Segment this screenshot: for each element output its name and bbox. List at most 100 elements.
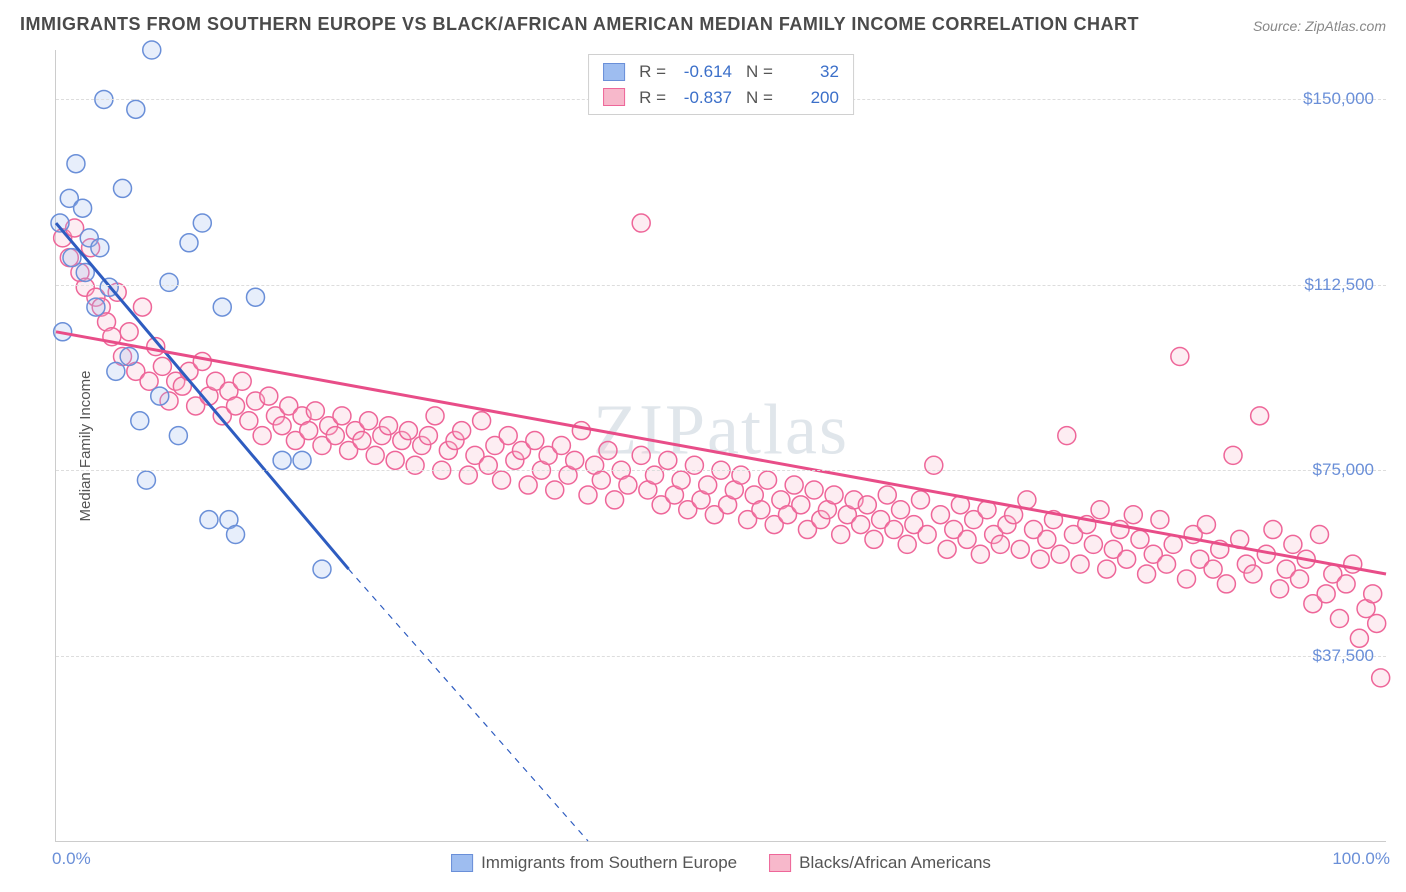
data-point (74, 199, 92, 217)
data-point (852, 516, 870, 534)
data-point (380, 417, 398, 435)
data-point (885, 521, 903, 539)
trendline (56, 332, 1386, 574)
data-point (1038, 530, 1056, 548)
legend-row-series-b: R = -0.837 N = 200 (603, 85, 839, 111)
trendline-extrapolation (349, 569, 588, 841)
data-point (233, 372, 251, 390)
data-point (473, 412, 491, 430)
data-point (685, 456, 703, 474)
data-point (938, 540, 956, 558)
data-point (991, 535, 1009, 553)
data-point (137, 471, 155, 489)
data-point (1311, 525, 1329, 543)
data-point (91, 239, 109, 257)
data-point (227, 525, 245, 543)
data-point (1197, 516, 1215, 534)
data-point (1011, 540, 1029, 558)
data-point (1158, 555, 1176, 573)
data-point (133, 298, 151, 316)
data-point (898, 535, 916, 553)
legend-label-a: Immigrants from Southern Europe (481, 853, 737, 873)
data-point (619, 476, 637, 494)
data-point (1350, 629, 1368, 647)
data-point (293, 451, 311, 469)
data-point (1291, 570, 1309, 588)
data-point (1337, 575, 1355, 593)
data-point (1098, 560, 1116, 578)
data-point (659, 451, 677, 469)
legend-label-b: Blacks/African Americans (799, 853, 991, 873)
data-point (1244, 565, 1262, 583)
data-point (858, 496, 876, 514)
data-point (479, 456, 497, 474)
data-point (273, 451, 291, 469)
data-point (406, 456, 424, 474)
data-point (399, 422, 417, 440)
data-point (453, 422, 471, 440)
data-point (632, 214, 650, 232)
data-point (1131, 530, 1149, 548)
data-point (1330, 610, 1348, 628)
data-point (1224, 446, 1242, 464)
data-point (87, 298, 105, 316)
n-value-a: 32 (781, 59, 839, 85)
data-point (1178, 570, 1196, 588)
data-point (227, 397, 245, 415)
data-point (599, 441, 617, 459)
data-point (143, 41, 161, 59)
data-point (971, 545, 989, 563)
data-point (386, 451, 404, 469)
n-label-a: N = (746, 59, 773, 85)
source-attribution: Source: ZipAtlas.com (1253, 18, 1386, 34)
data-point (426, 407, 444, 425)
data-point (592, 471, 610, 489)
legend-swatch-a (451, 854, 473, 872)
data-point (958, 530, 976, 548)
data-point (1164, 535, 1182, 553)
data-point (1151, 511, 1169, 529)
data-point (912, 491, 930, 509)
data-point (1217, 575, 1235, 593)
data-point (360, 412, 378, 430)
data-point (552, 437, 570, 455)
data-point (526, 432, 544, 450)
gridline (56, 656, 1386, 657)
data-point (672, 471, 690, 489)
data-point (1058, 427, 1076, 445)
r-value-b: -0.837 (674, 85, 732, 111)
r-value-a: -0.614 (674, 59, 732, 85)
data-point (247, 288, 265, 306)
data-point (353, 432, 371, 450)
series-legend: Immigrants from Southern Europe Blacks/A… (451, 853, 991, 873)
data-point (333, 407, 351, 425)
gridline (56, 470, 1386, 471)
legend-item-series-b: Blacks/African Americans (769, 853, 991, 873)
data-point (180, 234, 198, 252)
data-point (699, 476, 717, 494)
data-point (273, 417, 291, 435)
data-point (169, 427, 187, 445)
data-point (127, 100, 145, 118)
data-point (1372, 669, 1390, 687)
data-point (499, 427, 517, 445)
data-point (213, 298, 231, 316)
data-point (566, 451, 584, 469)
gridline (56, 285, 1386, 286)
data-point (1171, 348, 1189, 366)
data-point (1284, 535, 1302, 553)
data-point (1364, 585, 1382, 603)
y-tick-label: $75,000 (1313, 460, 1374, 480)
data-point (759, 471, 777, 489)
data-point (193, 214, 211, 232)
data-point (326, 427, 344, 445)
data-point (1091, 501, 1109, 519)
data-point (1317, 585, 1335, 603)
data-point (825, 486, 843, 504)
data-point (313, 560, 331, 578)
data-point (792, 496, 810, 514)
legend-item-series-a: Immigrants from Southern Europe (451, 853, 737, 873)
data-point (260, 387, 278, 405)
data-point (459, 466, 477, 484)
data-point (925, 456, 943, 474)
